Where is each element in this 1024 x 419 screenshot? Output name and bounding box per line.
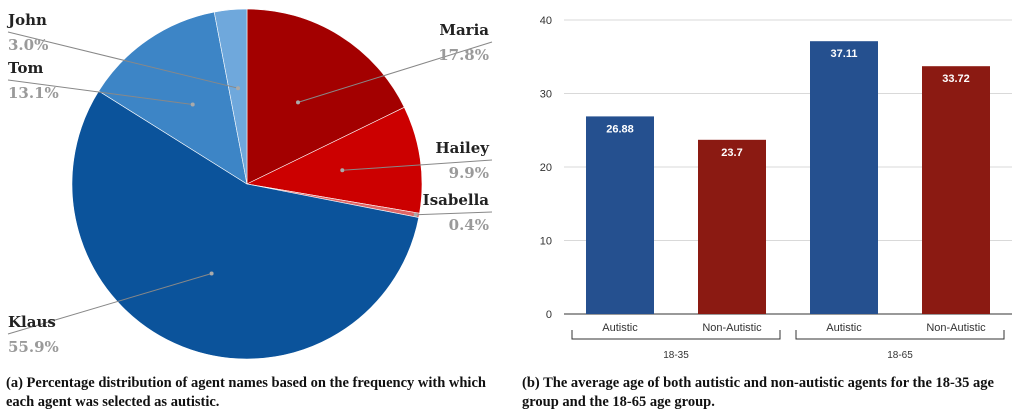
bar-chart: 0 10 20 30 40 26.88 Autistic 23.7 Non-Autistic 37…	[540, 15, 1012, 361]
bar-autistic-18-65	[810, 41, 878, 314]
leader-dot-tom	[190, 102, 195, 107]
leader-line-maria	[297, 41, 493, 103]
leader-dot-klaus	[209, 271, 214, 276]
pie-slice-hailey	[246, 106, 423, 214]
pie-pct-tom: 13.1%	[8, 84, 59, 102]
group-bracket	[571, 330, 781, 340]
pie-label-tom: Tom	[8, 59, 43, 77]
leader-dot-hailey	[340, 168, 345, 173]
bar-caption: (b) The average age of both autistic and…	[522, 375, 994, 410]
pie-label-hailey: Hailey	[435, 139, 490, 157]
pie-pct-klaus: 55.9%	[8, 338, 59, 356]
leader-line-hailey	[342, 159, 493, 171]
pie-label-klaus: Klaus	[8, 313, 56, 331]
group-label: 18-65	[887, 350, 913, 361]
group-bracket	[795, 330, 1005, 340]
leader-line-isabella	[415, 211, 493, 216]
bar-value-label: 23.7	[721, 147, 742, 159]
pie-pct-maria: 17.8%	[438, 46, 489, 64]
pie-caption: (a) Percentage distribution of agent nam…	[6, 375, 486, 410]
leader-dot-isabella	[413, 212, 418, 217]
leader-line-tom	[7, 79, 193, 105]
x-category-label: Autistic	[826, 322, 862, 334]
y-tick-label: 20	[540, 162, 552, 174]
pie-slice-klaus	[71, 90, 420, 360]
pie-label-maria: Maria	[439, 21, 489, 39]
pie-pct-isabella: 0.4%	[449, 216, 489, 234]
leader-dot-maria	[296, 100, 300, 105]
leader-line-john	[7, 31, 239, 89]
bar-non-autistic-18-65	[922, 66, 990, 314]
pie-slice-john	[213, 8, 248, 185]
pie-slice-maria	[246, 8, 405, 185]
bar-chart-panel: 0 10 20 30 40 26.88 Autistic 23.7 Non-Autistic 37…	[512, 0, 1024, 419]
pie-pct-hailey: 9.9%	[449, 164, 489, 182]
leader-line-klaus	[7, 273, 212, 335]
pie-pct-john: 3.0%	[8, 36, 48, 54]
y-tick-label: 0	[546, 309, 552, 321]
group-label: 18-35	[663, 350, 689, 361]
x-category-label: Non-Autistic	[926, 322, 986, 334]
x-category-label: Non-Autistic	[702, 322, 762, 334]
pie-label-isabella: Isabella	[423, 191, 490, 209]
bar-non-autistic-18-35	[698, 139, 766, 314]
y-tick-label: 10	[540, 236, 552, 248]
y-tick-label: 30	[540, 89, 552, 101]
leader-dot-john	[236, 86, 240, 91]
pie-chart: Maria 17.8% Hailey 9.9% Isabella 0.4% Klaus 55.…	[6, 8, 493, 360]
bar-autistic-18-35	[586, 116, 654, 315]
y-tick-label: 40	[540, 15, 552, 27]
pie-label-john: John	[6, 11, 47, 29]
bar-value-label: 26.88	[606, 123, 634, 135]
bar-value-label: 33.72	[942, 73, 970, 85]
x-category-label: Autistic	[602, 322, 638, 334]
pie-slice-tom	[98, 11, 248, 185]
pie-chart-panel: Maria 17.8% Hailey 9.9% Isabella 0.4% Klaus 55.…	[0, 0, 508, 419]
bar-value-label: 37.11	[831, 48, 858, 60]
